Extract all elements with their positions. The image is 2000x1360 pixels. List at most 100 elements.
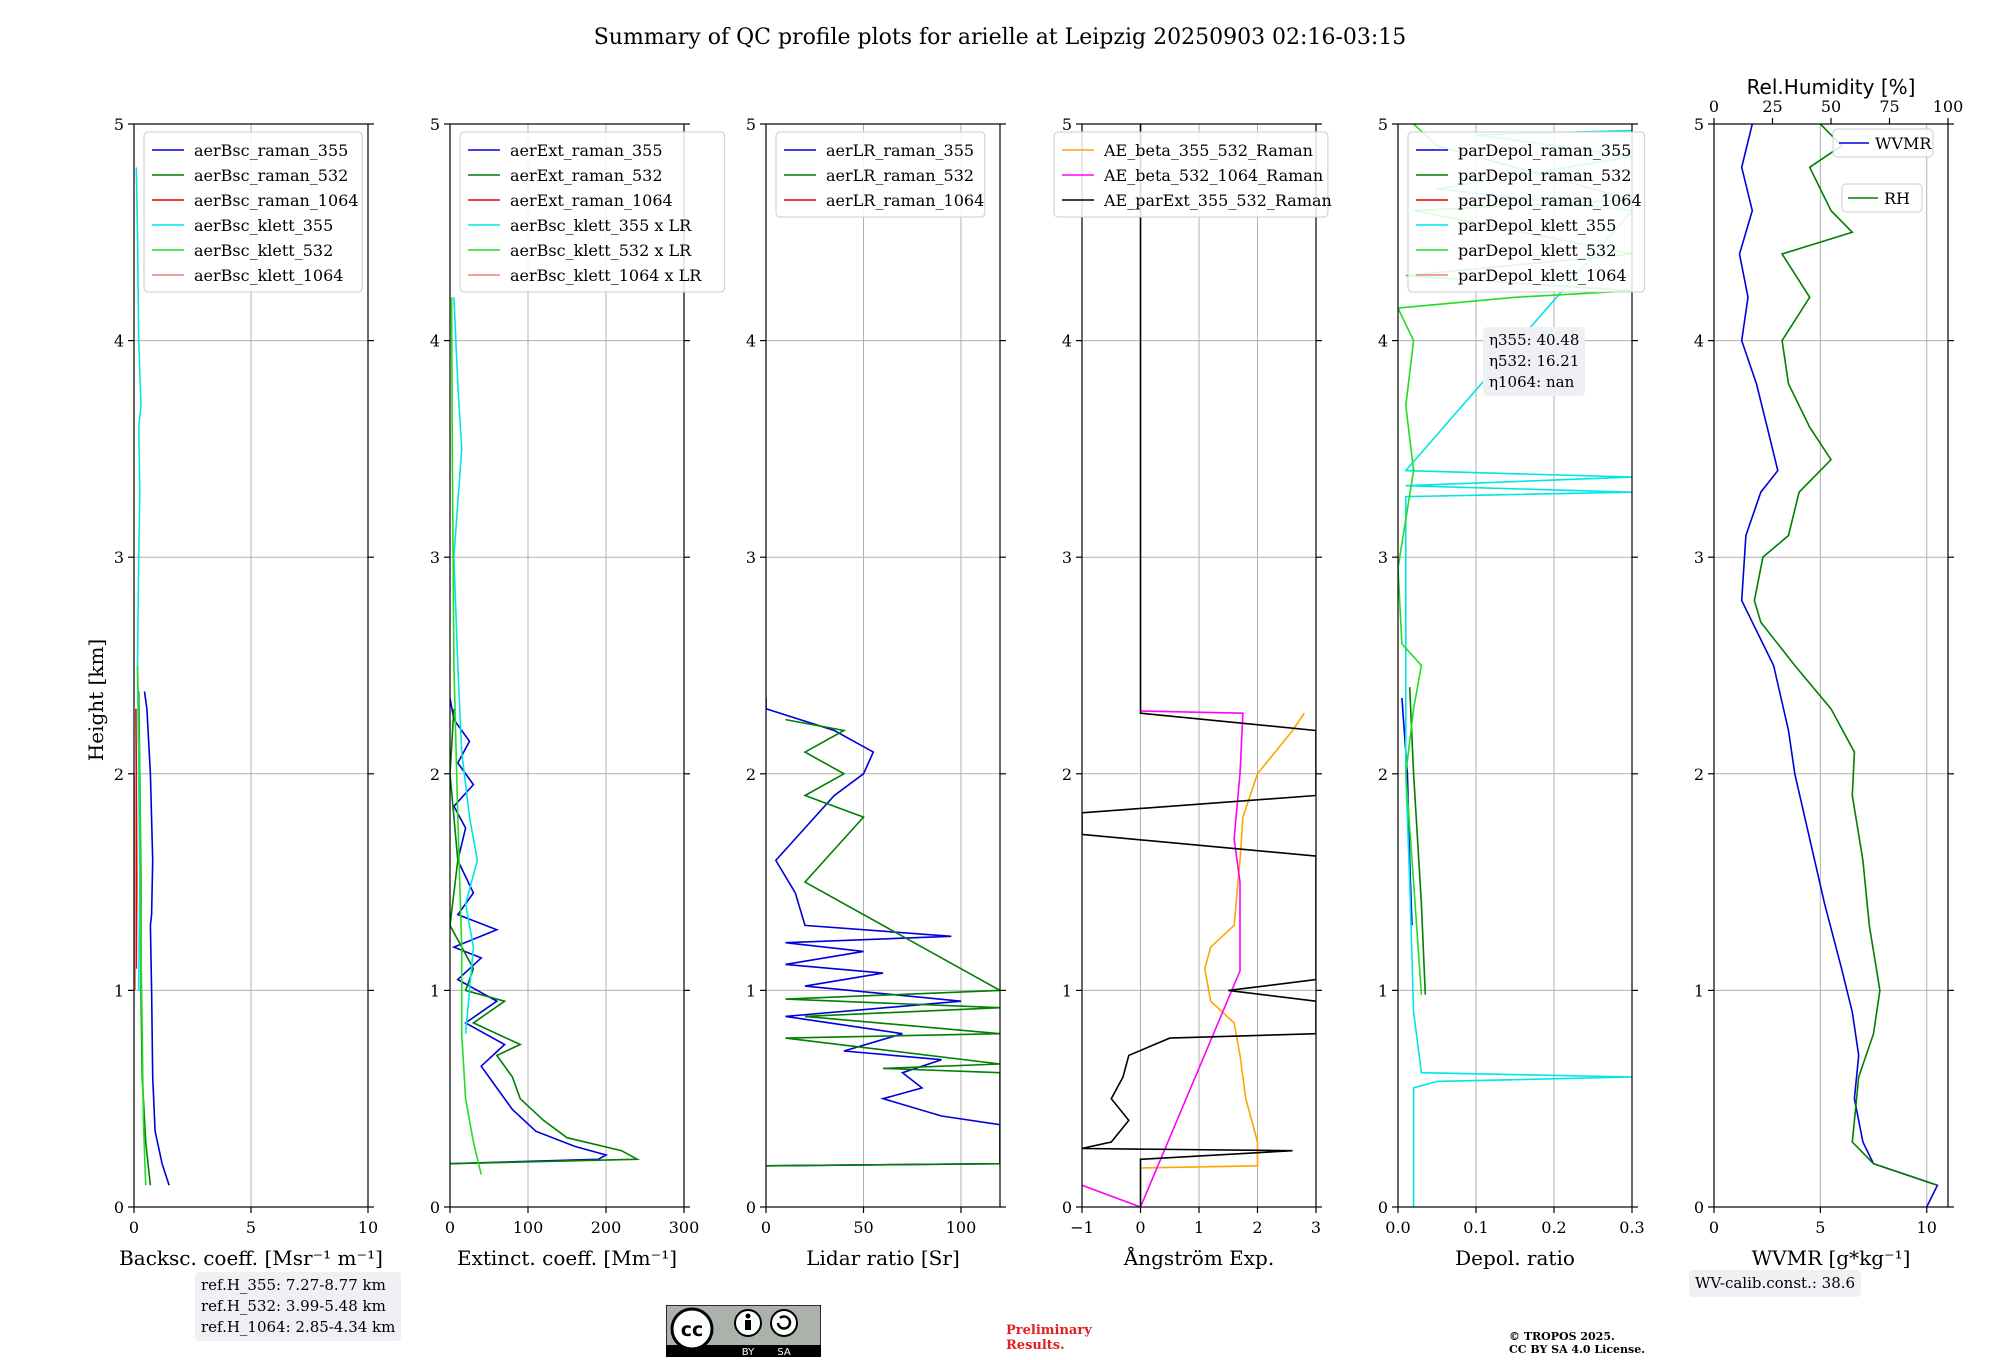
x2-tick-label: 0 [1709, 97, 1719, 116]
legend-label: aerBsc_klett_1064 [194, 266, 343, 285]
x-tick-label: 10 [358, 1218, 378, 1237]
series-wvmr [1738, 124, 1939, 1207]
preliminary-line-2: Results. [1006, 1338, 1065, 1353]
legend: parDepol_raman_355 parDepol_raman_532 parD… [1407, 131, 1646, 293]
y-tick-label: 5 [1378, 115, 1388, 134]
x-tick-label: 0 [1709, 1218, 1719, 1237]
ref-height-532: ref.H_532: 3.99-5.48 km [201, 1297, 386, 1315]
cc-icon [670, 1307, 714, 1351]
legend: WVMR [1832, 128, 1934, 158]
x-axis-label: WVMR [g*kg⁻¹] [1752, 1246, 1911, 1270]
legend: aerLR_raman_355 aerLR_raman_532 aerLR_rama… [775, 131, 986, 218]
x-tick-label: 200 [591, 1218, 622, 1237]
y-tick-label: 1 [746, 981, 756, 1000]
legend-label: aerBsc_klett_532 x LR [510, 241, 692, 260]
legend-label: aerBsc_klett_355 x LR [510, 216, 692, 235]
y-tick-label: 5 [114, 115, 124, 134]
y-tick-label: 4 [114, 332, 124, 351]
copyright-line-1: © TROPOS 2025. [1509, 1330, 1615, 1343]
series-aerbsc-klett-355-x-lr [453, 297, 479, 1034]
x-tick-label: 50 [853, 1218, 873, 1237]
x-tick-label: 5 [1815, 1218, 1825, 1237]
legend-label: RH [1884, 189, 1910, 208]
legend-label: parDepol_raman_532 [1458, 166, 1631, 185]
legend-label: aerBsc_raman_355 [194, 141, 348, 160]
x-axis-label: Depol. ratio [1455, 1246, 1575, 1270]
y-tick-label: 1 [1062, 981, 1072, 1000]
x2-tick-label: 100 [1933, 97, 1964, 116]
legend-label: aerBsc_raman_532 [194, 166, 348, 185]
x-tick-label: 0 [445, 1218, 455, 1237]
legend-label: aerExt_raman_1064 [510, 191, 673, 210]
y-tick-label: 0 [114, 1198, 124, 1217]
y-tick-label: 5 [746, 115, 756, 134]
copyright-line-2: CC BY SA 4.0 License. [1509, 1343, 1646, 1356]
legend-label: aerBsc_klett_1064 x LR [510, 266, 702, 285]
y-tick-label: 1 [430, 981, 440, 1000]
eta-box: η355: 40.48 η532: 16.21 η1064: nan [1483, 327, 1586, 396]
legend-label: aerBsc_klett_532 [194, 241, 333, 260]
series-aerext-raman-355 [450, 697, 609, 1165]
x-axis-label: Extinct. coeff. [Mm⁻¹] [457, 1246, 677, 1270]
x-axis-label: Lidar ratio [Sr] [806, 1246, 960, 1270]
x-tick-label: 0 [1135, 1218, 1145, 1237]
series-aerbsc-raman-1064 [135, 708, 138, 969]
panel-2: 0 100 200 300 0 1 2 3 4 5 Extinct. coeff. [Mm⁻¹] ae… [430, 115, 726, 1270]
y-tick-label: 3 [1062, 548, 1072, 567]
x-tick-label: 0 [761, 1218, 771, 1237]
copyright-note: © TROPOS 2025. CC BY SA 4.0 License. [1509, 1330, 1645, 1356]
y-tick-label: 1 [114, 981, 124, 1000]
y-tick-label: 2 [1694, 765, 1704, 784]
y-tick-label: 0 [746, 1198, 756, 1217]
y-tick-label: 0 [1062, 1198, 1072, 1217]
series-aerbsc-klett-532-x-lr [450, 297, 482, 1175]
y-tick-label: 2 [1062, 765, 1072, 784]
y-tick-label: 0 [1694, 1198, 1704, 1217]
panel-3: 0 50 100 0 1 2 3 4 5 Lidar ratio [Sr] aerLR_raman_… [746, 115, 1006, 1270]
legend-label: parDepol_klett_355 [1458, 216, 1616, 235]
ref-height-355: ref.H_355: 7.27-8.77 km [201, 1276, 386, 1294]
x-tick-label: 3 [1311, 1218, 1321, 1237]
x-tick-label: 0 [129, 1218, 139, 1237]
eta-532: η532: 16.21 [1489, 352, 1580, 370]
legend-label: AE_parExt_355_532_Raman [1103, 191, 1332, 210]
x-tick-label: 5 [246, 1218, 256, 1237]
series-aerbsc-raman-355 [143, 691, 170, 1186]
series-aerlr-raman-355 [766, 698, 1000, 1167]
series-aerbsc-klett-355 [135, 167, 142, 991]
plot-frame [1713, 123, 1949, 1208]
y-tick-label: 2 [746, 765, 756, 784]
x-tick-label: 100 [513, 1218, 544, 1237]
legend-label: aerBsc_klett_355 [194, 216, 333, 235]
x2-tick-label: 25 [1762, 97, 1782, 116]
legend-label: aerLR_raman_1064 [826, 191, 984, 210]
eta-1064: η1064: nan [1489, 373, 1575, 391]
wv-calib-const: WV-calib.const.: 38.6 [1695, 1274, 1856, 1292]
x2-tick-label: 75 [1879, 97, 1899, 116]
y-tick-label: 4 [1378, 332, 1388, 351]
x-tick-label: 0.3 [1619, 1218, 1644, 1237]
y-tick-label: 4 [1062, 332, 1072, 351]
y-tick-label: 0 [430, 1198, 440, 1217]
plot-frame [765, 123, 1001, 1208]
x-tick-label: −1 [1070, 1218, 1094, 1237]
legend-label: AE_beta_532_1064_Raman [1103, 166, 1323, 185]
legend-label: AE_beta_355_532_Raman [1103, 141, 1313, 160]
legend-label: aerBsc_raman_1064 [194, 191, 359, 210]
y-tick-label: 0 [1378, 1198, 1388, 1217]
legend-label: parDepol_raman_355 [1458, 141, 1631, 160]
y-tick-label: 5 [1062, 115, 1072, 134]
legend: aerExt_raman_355 aerExt_raman_532 aerExt_r… [459, 131, 726, 293]
x-tick-label: 0.0 [1385, 1218, 1410, 1237]
y-tick-label: 1 [1694, 981, 1704, 1000]
wv-calib-box: WV-calib.const.: 38.6 [1689, 1270, 1862, 1297]
sa-icon [770, 1309, 798, 1337]
panel-1: 0 5 10 0 1 2 3 4 5 Backsc. coeff. [Msr⁻¹ m⁻¹] aerB… [114, 115, 383, 1270]
plot-frame [1397, 123, 1633, 1208]
svg-text:cc: cc [681, 1319, 704, 1341]
preliminary-line-1: Preliminary [1006, 1323, 1092, 1338]
x-tick-label: 0.1 [1463, 1218, 1488, 1237]
x-tick-label: 2 [1252, 1218, 1262, 1237]
